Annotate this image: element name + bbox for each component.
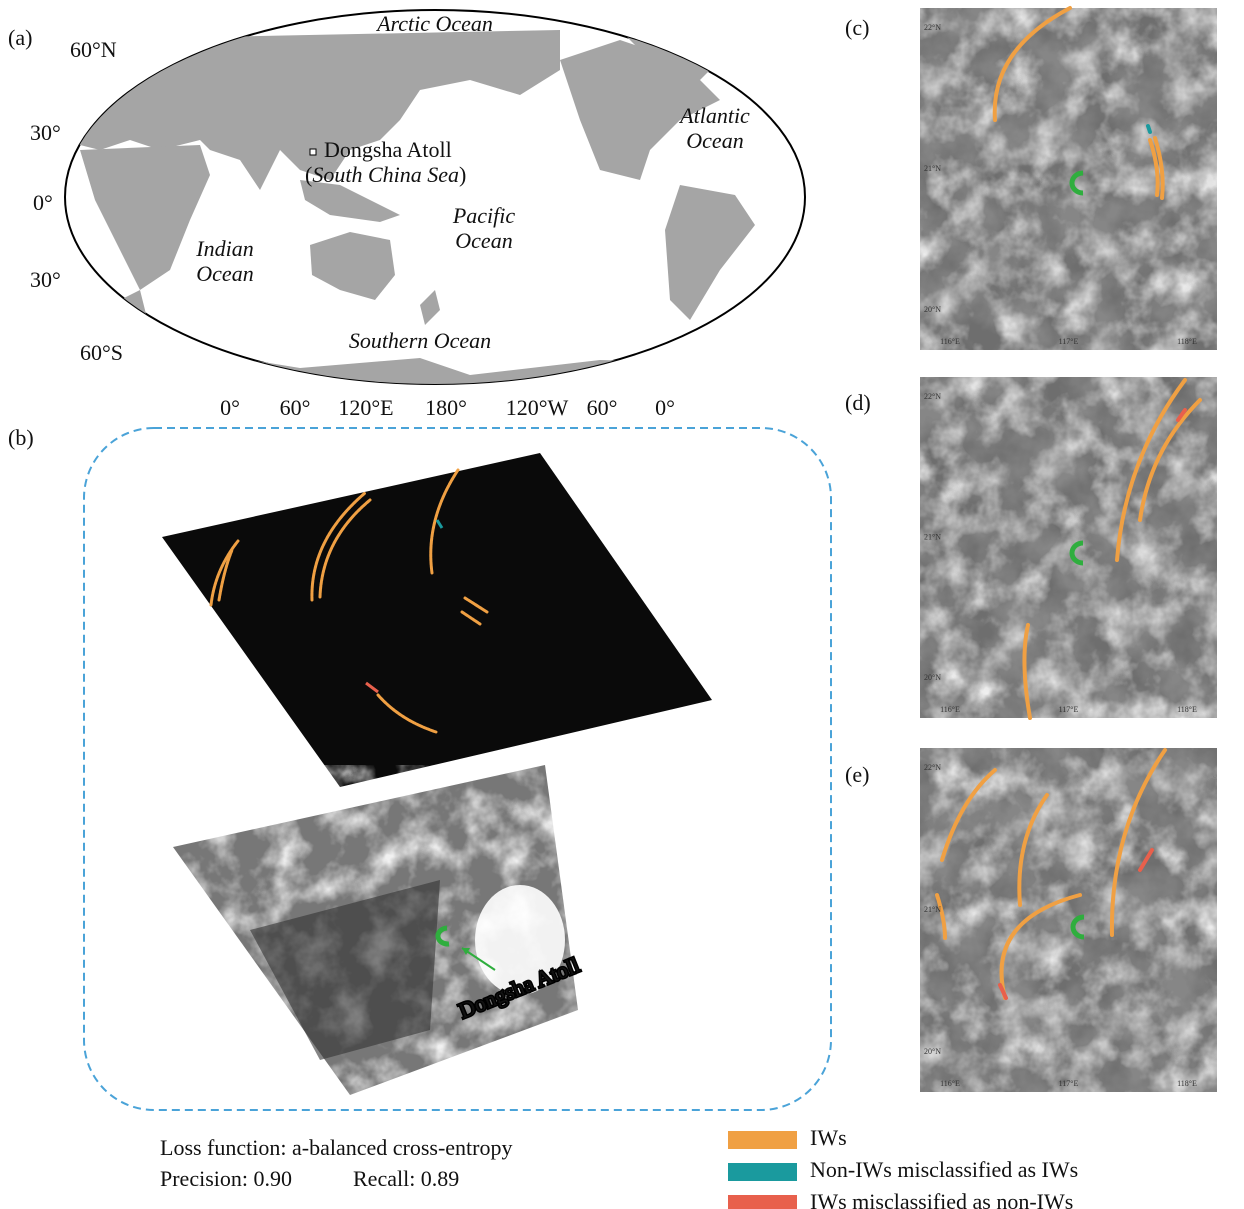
lon-tick-label: 116°E [940, 1079, 960, 1088]
legend-swatch [728, 1163, 797, 1181]
lon-tick-label: 117°E [1059, 337, 1079, 346]
lon-tick-label: 117°E [1059, 1079, 1079, 1088]
ocean-label: Atlantic [678, 103, 750, 128]
figure: (a) 60°N 30° 0° 30° 60°S 0° 60° 120°E 18… [0, 0, 1244, 1209]
ocean-label: Pacific [452, 203, 516, 228]
lat-tick-label: 22°N [924, 392, 941, 401]
paren: ) [459, 162, 466, 187]
lon-tick-label: 116°E [940, 337, 960, 346]
site-marker [310, 149, 316, 155]
panel-label: (e) [845, 762, 869, 787]
panel-label: (a) [8, 25, 32, 50]
lat-label: 60°N [70, 37, 117, 62]
lat-tick-label: 20°N [924, 1047, 941, 1056]
loss-function: Loss function: a-balanced cross-entropy [160, 1135, 513, 1160]
panel-label: (b) [8, 425, 34, 450]
lon-tick-label: 118°E [1177, 337, 1197, 346]
site-name: Dongsha Atoll [324, 137, 452, 162]
ocean-label: Ocean [196, 261, 253, 286]
legend-swatch [728, 1195, 797, 1209]
ocean-label: Ocean [455, 228, 512, 253]
lon-tick-label: 118°E [1177, 1079, 1197, 1088]
lat-label: 60°S [80, 340, 123, 365]
panel-images: 22°N 21°N 20°N 116°E 117°E 118°E 22°N 21°N 20°N 1… [920, 8, 1217, 1092]
lat-tick-label: 20°N [924, 673, 941, 682]
iw-line [1148, 126, 1150, 132]
lat-label: 30° [30, 267, 61, 292]
lon-label: 120°W [506, 395, 569, 420]
image-shade [920, 748, 1217, 1092]
legend: IWs Non-IWs misclassified as IWs IWs miscl… [728, 1125, 1078, 1209]
lat-tick-label: 20°N [924, 305, 941, 314]
lat-tick-label: 22°N [924, 23, 941, 32]
ocean-label: Indian [195, 236, 253, 261]
lon-label: 180° [425, 395, 467, 420]
lon-tick-label: 116°E [940, 705, 960, 714]
lon-label: 0° [220, 395, 240, 420]
lon-tick-label: 118°E [1177, 705, 1197, 714]
lat-label: 30° [30, 120, 61, 145]
lat-tick-label: 21°N [924, 532, 941, 541]
lat-tick-label: 21°N [924, 164, 941, 173]
precision: Precision: 0.90 [160, 1166, 292, 1191]
panel-label: (d) [845, 390, 871, 415]
prediction-plane [162, 453, 712, 787]
page: (a) 60°N 30° 0° 30° 60°S 0° 60° 120°E 18… [0, 0, 1244, 1209]
site-region: (South China Sea) [305, 162, 466, 187]
paren: ( [305, 162, 312, 187]
ocean-label: Ocean [686, 128, 743, 153]
satellite-panel: 22°N 21°N 20°N 116°E 117°E 118°E [920, 377, 1217, 718]
ocean-label: Southern Ocean [349, 328, 491, 353]
legend-label: IWs [810, 1125, 847, 1150]
lon-label: 60° [587, 395, 618, 420]
satellite-plane [173, 765, 578, 1095]
lat-tick-label: 22°N [924, 763, 941, 772]
lon-tick-label: 117°E [1059, 705, 1079, 714]
legend-swatch [728, 1131, 797, 1149]
lon-label: 120°E [338, 395, 393, 420]
region: South China Sea [312, 162, 459, 187]
legend-label: IWs misclassified as non-IWs [810, 1189, 1073, 1209]
image-shade [920, 377, 1217, 718]
lon-label: 0° [655, 395, 675, 420]
satellite-panel: 22°N 21°N 20°N 116°E 117°E 118°E [920, 748, 1217, 1092]
lat-tick-label: 21°N [924, 905, 941, 914]
legend-label: Non-IWs misclassified as IWs [810, 1157, 1078, 1182]
panel-label: (c) [845, 15, 869, 40]
lon-label: 60° [280, 395, 311, 420]
satellite-panel: 22°N 21°N 20°N 116°E 117°E 118°E [920, 8, 1217, 350]
recall: Recall: 0.89 [353, 1166, 459, 1191]
ocean-label: Arctic Ocean [375, 11, 493, 36]
lat-label: 0° [33, 190, 53, 215]
image-shade [920, 8, 1217, 350]
